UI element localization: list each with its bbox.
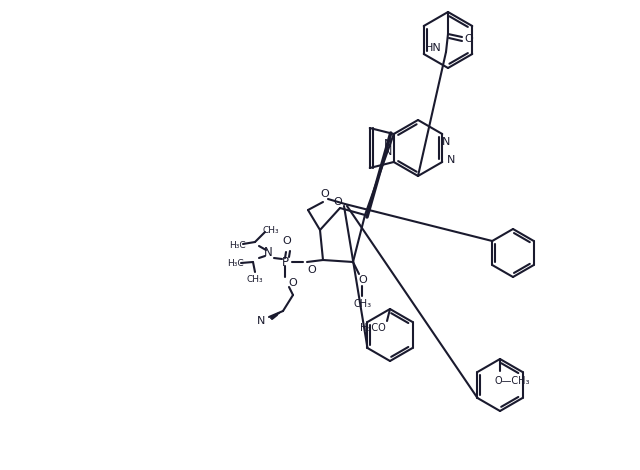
Text: O: O [289, 278, 298, 288]
Text: P: P [282, 256, 289, 268]
Text: O: O [321, 189, 330, 199]
Text: N: N [447, 155, 456, 165]
Text: CH₃: CH₃ [354, 299, 372, 309]
Text: N: N [264, 246, 273, 259]
Text: O: O [308, 265, 316, 275]
Text: HN: HN [424, 43, 442, 53]
Text: N: N [442, 137, 451, 147]
Text: H₃CO: H₃CO [360, 323, 386, 333]
Text: N: N [383, 139, 392, 149]
Text: O: O [465, 34, 474, 44]
Text: N: N [383, 147, 392, 157]
Text: O: O [358, 275, 367, 285]
Text: O: O [283, 236, 291, 246]
Text: N: N [257, 316, 265, 326]
Text: H₃C: H₃C [228, 241, 245, 250]
Text: O: O [333, 197, 342, 207]
Text: CH₃: CH₃ [262, 226, 279, 235]
Text: CH₃: CH₃ [246, 275, 263, 284]
Text: H₃C: H₃C [227, 259, 243, 268]
Text: O—CH₃: O—CH₃ [494, 376, 530, 386]
